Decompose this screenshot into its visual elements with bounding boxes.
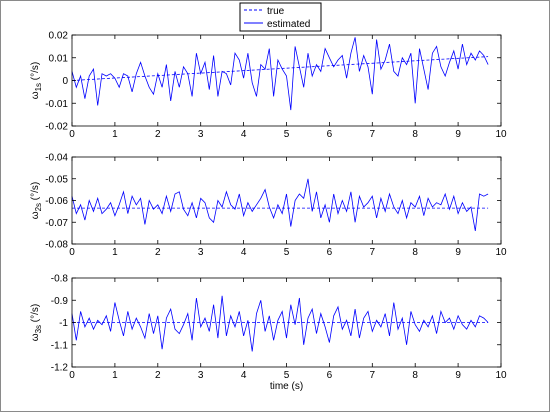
y-axis-label-unit: (°/s): [30, 304, 41, 325]
y-axis-label-subscript: 1s: [34, 83, 43, 91]
y-tick-label: -0.01: [45, 99, 68, 110]
x-tick-label: 0: [69, 370, 75, 381]
plot-area: [72, 35, 501, 126]
x-tick-label: 1: [112, 370, 118, 381]
x-tick-label: 4: [241, 129, 247, 140]
subplot-1: 0 1 2 3 4 5 6 7 8 9 10 -0.02 -0.01 0 0.01 0.02 ω1s (°/s): [30, 31, 507, 141]
x-tick-label: 10: [495, 247, 507, 258]
y-axis-label: ω2s (°/s): [30, 182, 43, 219]
x-tick-label: 2: [155, 370, 161, 381]
subplot-2: 0 1 2 3 4 5 6 7 8 9 10 -0.08 -0.07 -0.06 -0.05 -0.04 ω2s…: [30, 153, 507, 259]
x-tick-label: 8: [412, 370, 418, 381]
x-tick-label: 9: [455, 129, 461, 140]
x-tick-label: 5: [284, 247, 290, 258]
x-tick-label: 4: [241, 370, 247, 381]
y-axis-label-symbol: ω: [30, 333, 41, 341]
x-tick-label: 4: [241, 247, 247, 258]
series-estimated-line: [71, 295, 489, 352]
legend-true-label: true: [267, 6, 285, 17]
y-axis-label-subscript: 2s: [34, 203, 43, 211]
y-tick-label: -0.02: [45, 122, 68, 133]
plot-area: [72, 278, 501, 367]
x-tick-label: 3: [198, 247, 204, 258]
y-tick-label: 0.02: [49, 31, 69, 42]
x-tick-label: 5: [284, 370, 290, 381]
y-tick-label: -0.06: [45, 196, 68, 207]
y-tick-label: 0: [62, 76, 68, 87]
subplot-3: 0 1 2 3 4 5 6 7 8 9 10 -1.2 -1.1 -1 -0.9 -0.8 ω3s (°/s) t…: [30, 274, 507, 393]
x-tick-label: 8: [412, 247, 418, 258]
legend-estimated-label: estimated: [267, 19, 310, 30]
x-tick-label: 2: [155, 129, 161, 140]
legend-box: [239, 2, 322, 32]
y-axis-label: ω1s (°/s): [30, 62, 43, 99]
y-tick-label: -1.1: [51, 340, 69, 351]
y-tick-label: -0.07: [45, 218, 68, 229]
x-tick-label: 0: [69, 129, 75, 140]
y-tick-label: -0.04: [45, 153, 68, 164]
y-axis-label: ω3s (°/s): [30, 304, 43, 341]
y-axis-label-subscript: 3s: [34, 325, 43, 333]
y-tick-label: -0.8: [51, 274, 69, 285]
x-tick-label: 6: [327, 247, 333, 258]
y-tick-label: -0.05: [45, 174, 68, 185]
x-tick-label: 7: [370, 370, 376, 381]
y-axis-label-symbol: ω: [30, 91, 41, 99]
series-estimated-line: [71, 37, 489, 111]
series-estimated-line: [71, 178, 489, 231]
x-axis-label: time (s): [270, 381, 303, 392]
x-tick-label: 3: [198, 370, 204, 381]
y-axis-label-unit: (°/s): [30, 62, 41, 83]
x-tick-label: 2: [155, 247, 161, 258]
y-axis-label-symbol: ω: [30, 211, 41, 219]
x-tick-label: 7: [370, 247, 376, 258]
x-tick-label: 5: [284, 129, 290, 140]
x-tick-label: 6: [327, 129, 333, 140]
plot-area: [72, 157, 501, 244]
x-tick-label: 10: [495, 370, 507, 381]
x-tick-label: 9: [455, 247, 461, 258]
x-tick-label: 7: [370, 129, 376, 140]
x-tick-label: 0: [69, 247, 75, 258]
y-tick-label: 0.01: [49, 53, 69, 64]
y-tick-label: -0.08: [45, 240, 68, 251]
y-tick-label: -1: [59, 318, 68, 329]
x-tick-label: 3: [198, 129, 204, 140]
x-tick-label: 8: [412, 129, 418, 140]
y-tick-label: -0.9: [51, 296, 69, 307]
x-tick-label: 9: [455, 370, 461, 381]
y-tick-label: -1.2: [51, 363, 69, 374]
y-axis-label-unit: (°/s): [30, 182, 41, 203]
x-tick-label: 6: [327, 370, 333, 381]
x-tick-label: 10: [495, 129, 507, 140]
legend: true estimated: [239, 2, 322, 32]
x-tick-label: 1: [112, 129, 118, 140]
x-tick-label: 1: [112, 247, 118, 258]
